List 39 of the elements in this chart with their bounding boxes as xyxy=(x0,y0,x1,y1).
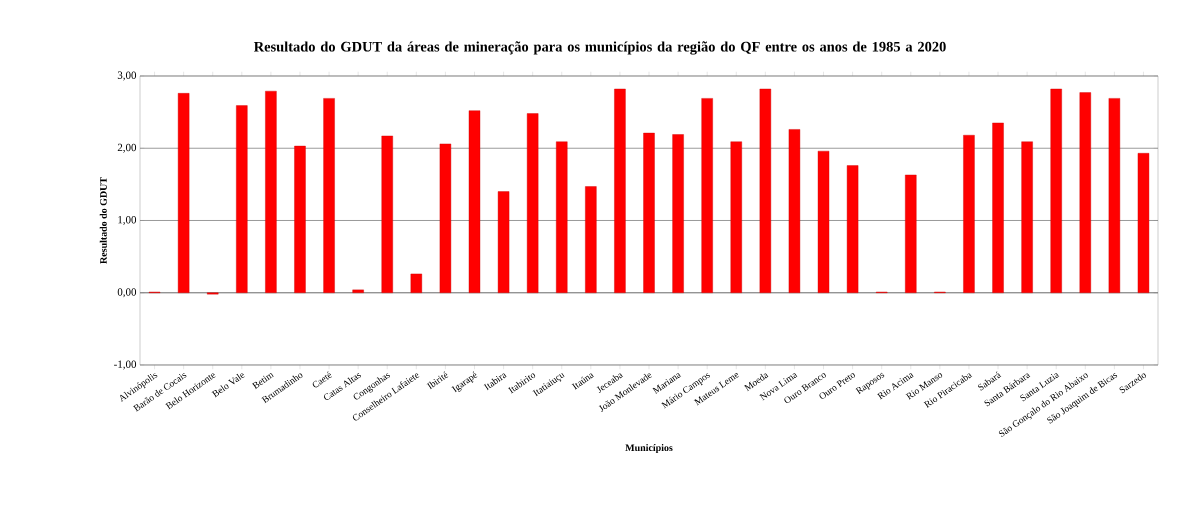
bar xyxy=(556,141,568,293)
x-axis-title: Municípios xyxy=(625,444,673,454)
y-tick-label: 0,00 xyxy=(117,288,137,298)
bar xyxy=(468,110,481,293)
chart-title: Resultado do GDUT da áreas de mineração para os municípios da região do QF entre os anos de 1985 a 2020 xyxy=(253,41,946,55)
bar xyxy=(1021,141,1033,293)
bar xyxy=(526,113,539,293)
bar xyxy=(177,93,190,293)
bar xyxy=(1079,92,1091,293)
bar xyxy=(817,150,830,293)
bar xyxy=(1137,153,1150,293)
bar xyxy=(992,122,1004,293)
bar xyxy=(701,98,713,293)
bar xyxy=(323,98,335,293)
bar xyxy=(643,132,655,293)
bar xyxy=(846,165,859,293)
bar xyxy=(672,134,684,293)
bar xyxy=(585,186,597,293)
bar xyxy=(905,174,917,293)
bar xyxy=(439,143,452,293)
y-axis-title: Resultado do GDUT xyxy=(99,177,107,264)
bar xyxy=(497,191,510,293)
bar xyxy=(294,145,306,293)
bar xyxy=(963,135,975,293)
bar xyxy=(1050,88,1062,293)
y-tick-label: 2,00 xyxy=(117,143,137,153)
bar xyxy=(730,141,742,293)
bar xyxy=(265,90,277,293)
bar xyxy=(788,129,801,293)
y-tick-label: 3,00 xyxy=(117,71,137,81)
y-tick-label: 1,00 xyxy=(118,216,137,225)
bar xyxy=(410,273,423,293)
bar xyxy=(1108,98,1121,293)
bar xyxy=(352,289,364,293)
bar xyxy=(236,105,248,293)
y-tick-label: -1,00 xyxy=(114,360,137,370)
bar xyxy=(381,135,393,293)
bar xyxy=(759,88,772,293)
bar xyxy=(614,88,626,293)
